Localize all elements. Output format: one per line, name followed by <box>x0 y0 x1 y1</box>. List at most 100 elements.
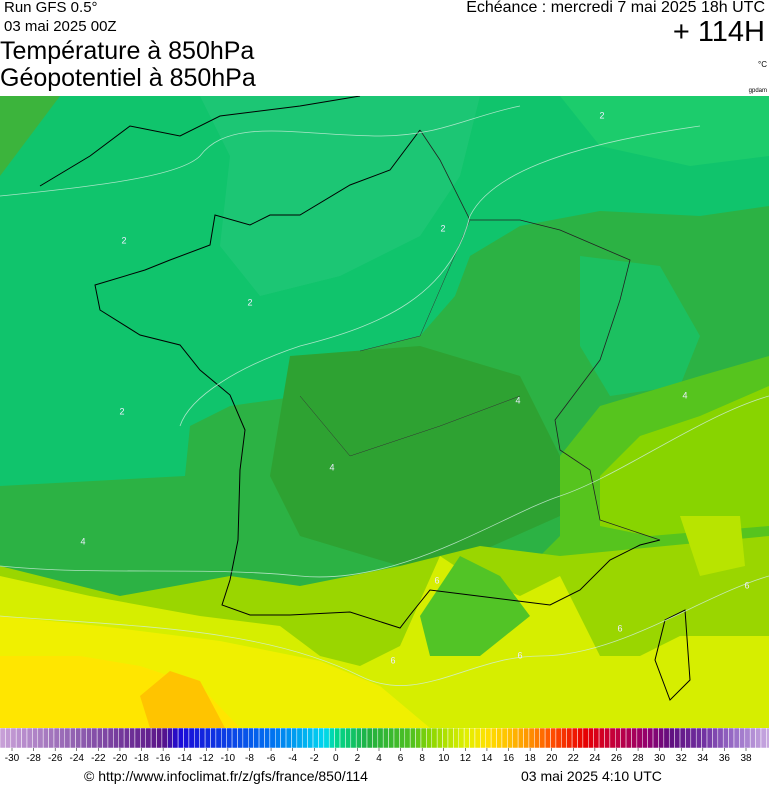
scale-cell <box>625 728 632 749</box>
contour-label: 6 <box>744 580 749 590</box>
scale-cell <box>113 728 119 749</box>
scale-cell <box>161 728 168 749</box>
scale-cell <box>242 728 249 749</box>
unit-geopotential: gpdam <box>748 88 767 94</box>
scale-cell <box>728 728 735 749</box>
scale-cell <box>539 728 546 749</box>
scale-cell <box>69 728 76 749</box>
scale-tick-label: -2 <box>310 753 319 764</box>
scale-tick-label: -18 <box>134 753 149 764</box>
scale-cell <box>588 728 594 749</box>
contour-label: 4 <box>682 390 687 400</box>
scale-cell <box>59 728 66 749</box>
scale-cell <box>231 728 238 749</box>
scale-cell <box>485 728 492 749</box>
coast-corsica <box>654 609 691 701</box>
contour-label: 2 <box>121 235 126 245</box>
scale-cell <box>188 728 195 749</box>
scale-cell <box>555 728 562 749</box>
scale-cell <box>199 728 206 749</box>
contour-label: 6 <box>390 655 395 665</box>
scale-cell <box>334 728 341 749</box>
scale-tick-label: -20 <box>113 753 128 764</box>
scale-cell <box>663 728 670 749</box>
scale-cell <box>442 728 449 749</box>
scale-cell <box>150 728 157 749</box>
scale-tick-label: 10 <box>438 753 450 764</box>
contour-line <box>179 125 701 427</box>
scale-tick-label: 28 <box>632 753 644 764</box>
contour-label: 4 <box>329 462 334 472</box>
scale-cell <box>5 728 12 749</box>
scale-tick-label: 8 <box>419 753 425 764</box>
scale-cell <box>652 728 659 749</box>
scale-cell <box>458 728 465 749</box>
scale-cell <box>339 728 346 749</box>
scale-cell <box>620 728 627 749</box>
field-zone <box>580 256 700 396</box>
scale-cell <box>75 728 82 749</box>
contour-label: 2 <box>440 223 445 233</box>
scale-cell <box>280 728 287 749</box>
scale-cell <box>42 728 49 749</box>
scale-cell <box>96 728 103 749</box>
color-scale: -30 -28 -26 -24 -22 -20 -18 -16 -14 -12 -10 -8 -6 -4-… <box>0 728 769 764</box>
scale-cell <box>517 728 524 749</box>
scale-cell <box>523 728 530 749</box>
scale-cell <box>474 728 481 749</box>
coast-france <box>94 129 661 629</box>
scale-cell <box>64 728 71 749</box>
scale-cell <box>582 728 589 749</box>
scale-cell <box>253 728 260 749</box>
scale-cell <box>269 728 276 749</box>
scale-tick-label: 20 <box>546 753 558 764</box>
coast-england <box>39 96 361 187</box>
scale-cell <box>561 728 567 749</box>
scale-tick-label: -14 <box>177 753 192 764</box>
scale-cell <box>679 728 686 749</box>
scale-cell <box>123 728 130 749</box>
scale-cell <box>275 728 281 749</box>
scale-cell <box>204 728 211 749</box>
scale-cell <box>593 728 600 749</box>
contours <box>0 105 769 686</box>
lead-time: + 114H <box>672 16 765 48</box>
scale-cell <box>490 728 497 749</box>
scale-cell <box>221 728 227 749</box>
scale-cell <box>717 728 724 749</box>
unit: °C <box>758 60 767 69</box>
scale-tick-label: 30 <box>654 753 666 764</box>
scale-cell <box>733 728 740 749</box>
contour-line <box>0 105 521 197</box>
scale-tick-label: 16 <box>503 753 515 764</box>
scale-tick-label: 32 <box>676 753 688 764</box>
scale-cell <box>194 728 200 749</box>
scale-cell <box>463 728 470 749</box>
scale-cell <box>215 728 222 749</box>
scale-cell <box>312 728 319 749</box>
scale-cell <box>15 728 22 749</box>
scale-tick-label: -22 <box>91 753 106 764</box>
scale-cell <box>107 728 114 749</box>
scale-cell <box>129 728 136 749</box>
scale-tick-label: 24 <box>589 753 601 764</box>
scale-cell <box>91 728 98 749</box>
scale-cell <box>226 728 233 749</box>
scale-cell <box>512 728 519 749</box>
scale-cell <box>426 728 433 749</box>
scale-cell <box>183 728 190 749</box>
scale-tick-label: -6 <box>267 753 276 764</box>
contour-label: 4 <box>515 395 520 405</box>
scale-cell <box>382 728 389 749</box>
contour-label: 4 <box>80 536 85 546</box>
scale-tick-label: -28 <box>26 753 41 764</box>
scale-cell <box>366 728 373 749</box>
scale-tick-label: 4 <box>376 753 382 764</box>
run-label: Run GFS 0.5° <box>4 0 98 16</box>
scale-cell <box>323 728 330 749</box>
scale-cell <box>436 728 443 749</box>
scale-cell <box>372 728 379 749</box>
field-zone <box>0 96 769 486</box>
scale-cell <box>760 728 767 749</box>
